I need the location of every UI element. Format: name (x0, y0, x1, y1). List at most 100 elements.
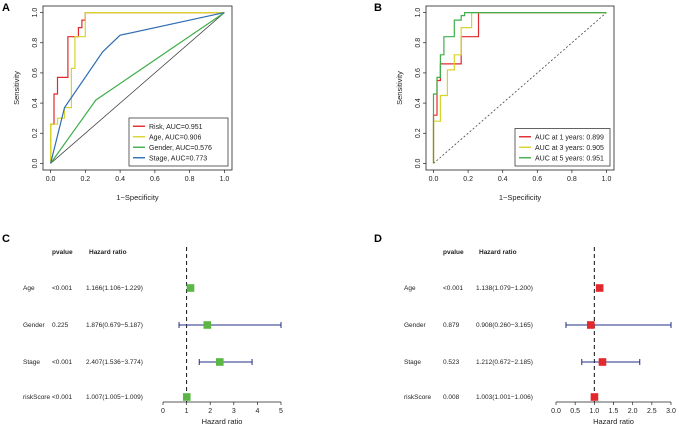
forest-panel-d: pvalue Hazard ratio Age <0.001 1.138(1.079−1… (404, 247, 676, 426)
roc-curve-age (49, 12, 225, 164)
hr-marker (182, 393, 191, 401)
x-tick-label: 0.0 (46, 176, 56, 183)
x-tick-label: 0.0 (551, 408, 561, 415)
reference-diagonal (50, 12, 225, 164)
x-tick-label: 0.6 (150, 176, 160, 183)
legend-entry: AUC at 5 years: 0.951 (535, 155, 604, 162)
row-pvalue: 0.225 (52, 322, 69, 329)
y-tick-label: 0.8 (32, 38, 39, 48)
legend-entry: AUC at 1 years: 0.899 (535, 134, 604, 141)
legend-entry: Stage, AUC=0.773 (149, 155, 207, 162)
pvalue-header: pvalue (443, 249, 464, 256)
row-label: Gender (23, 322, 46, 329)
roc-curve-auc-at-5-years (432, 12, 607, 164)
y-tick-label: 0.2 (32, 128, 39, 138)
y-tick-label: 0.0 (415, 158, 422, 168)
panel-letter-c: C (2, 233, 10, 245)
row-hr-text: 1.212(0.672−2.185) (476, 359, 533, 366)
x-tick-label: 0.8 (185, 176, 195, 183)
row-hr-text: 1.166(1.106−1.229) (86, 285, 143, 292)
row-label: riskScore (23, 394, 50, 401)
x-tick-label: 2 (208, 408, 212, 415)
y-tick-label: 0.6 (32, 68, 39, 78)
row-pvalue: <0.001 (52, 285, 72, 292)
hr-marker (216, 358, 224, 366)
hr-marker (598, 358, 607, 366)
roc-panel-a: 0.0 0.2 0.4 0.6 0.8 1.0 0.0 0.2 0.4 0.6 0.8 1.0 1−Sp… (12, 5, 233, 202)
x-tick-label: 4 (255, 408, 259, 415)
y-tick-label: 0.4 (32, 98, 39, 108)
hr-marker (587, 321, 595, 329)
panel-letter-b: B (374, 2, 382, 14)
row-hr-text: 2.407(1.536−3.774) (86, 359, 143, 366)
x-tick-label: 0.2 (463, 176, 473, 183)
row-pvalue: <0.001 (52, 394, 72, 401)
y-tick-label: 0.4 (415, 98, 422, 108)
plot-frame (42, 5, 233, 171)
row-pvalue: <0.001 (52, 359, 72, 366)
x-tick-label: 0.8 (567, 176, 577, 183)
roc-curve-auc-at-3-years (432, 12, 607, 164)
roc-curve-stage (50, 12, 225, 164)
row-pvalue: 0.008 (443, 394, 460, 401)
legend-entry: AUC at 3 years: 0.905 (535, 145, 604, 152)
x-tick-label: 1.5 (609, 408, 619, 415)
hr-marker (595, 284, 604, 292)
legend-entry: Age, AUC=0.906 (149, 134, 201, 141)
roc-panel-b: 0.0 0.2 0.4 0.6 0.8 1.0 0.0 0.2 0.4 0.6 0.8 1.0 1−Sp… (395, 5, 615, 202)
y-tick-label: 0.2 (415, 128, 422, 138)
plot-frame (425, 5, 615, 171)
x-tick-label: 0.0 (429, 176, 439, 183)
x-tick-label: 3.0 (666, 408, 676, 415)
x-tick-label: 0.4 (498, 176, 508, 183)
row-label: Age (23, 285, 35, 292)
x-axis-label: 1−Specificity (499, 193, 542, 202)
y-axis-label: Sensitivity (395, 71, 404, 105)
row-label: riskScore (404, 394, 431, 401)
row-label: Age (404, 285, 416, 292)
y-tick-label: 0.8 (415, 38, 422, 48)
legend-box (128, 117, 229, 167)
y-tick-label: 0.0 (32, 158, 39, 168)
row-pvalue: 0.879 (443, 322, 460, 329)
x-axis-label: Hazard ratio (202, 417, 243, 426)
row-pvalue: <0.001 (443, 285, 463, 292)
roc-curve-gender (50, 12, 225, 164)
row-hr-text: 1.138(1.079−1.200) (476, 285, 533, 292)
pvalue-header: pvalue (52, 249, 73, 256)
x-tick-label: 1 (185, 408, 189, 415)
x-tick-label: 0.5 (570, 408, 580, 415)
x-axis-label: Hazard ratio (593, 417, 634, 426)
x-tick-label: 1.0 (602, 176, 612, 183)
hr-header: Hazard ratio (479, 249, 517, 256)
x-tick-label: 0.2 (80, 176, 90, 183)
row-label: Gender (404, 322, 427, 329)
hr-marker (590, 393, 599, 401)
y-axis-label: Sensitivity (12, 71, 21, 105)
y-tick-label: 1.0 (415, 8, 422, 18)
roc-curve-risk (49, 12, 225, 164)
row-label: Stage (23, 359, 40, 366)
x-tick-label: 5 (279, 408, 283, 415)
row-hr-text: 1.007(1.005−1.009) (86, 394, 143, 401)
row-label: Stage (404, 359, 421, 366)
x-tick-label: 0.4 (115, 176, 125, 183)
hr-marker (203, 321, 212, 329)
legend-entry: Gender, AUC=0.576 (149, 145, 212, 152)
x-tick-label: 2.5 (647, 408, 657, 415)
x-tick-label: 1.0 (589, 408, 599, 415)
row-hr-text: 0.908(0.260−3.165) (476, 322, 533, 329)
x-tick-label: 0 (161, 408, 165, 415)
x-axis-label: 1−Specificity (116, 193, 159, 202)
row-hr-text: 1.003(1.001−1.006) (476, 394, 533, 401)
hr-header: Hazard ratio (89, 249, 127, 256)
forest-panel-c: pvalue Hazard ratio Age <0.001 1.166(1.106−1… (23, 247, 283, 426)
row-hr-text: 1.876(0.679−5.187) (86, 322, 143, 329)
y-tick-label: 1.0 (32, 8, 39, 18)
x-tick-label: 3 (232, 408, 236, 415)
hr-marker (186, 284, 195, 292)
legend-entry: Risk, AUC=0.951 (149, 124, 203, 131)
panel-letter-d: D (374, 233, 382, 245)
row-pvalue: 0.523 (443, 359, 460, 366)
